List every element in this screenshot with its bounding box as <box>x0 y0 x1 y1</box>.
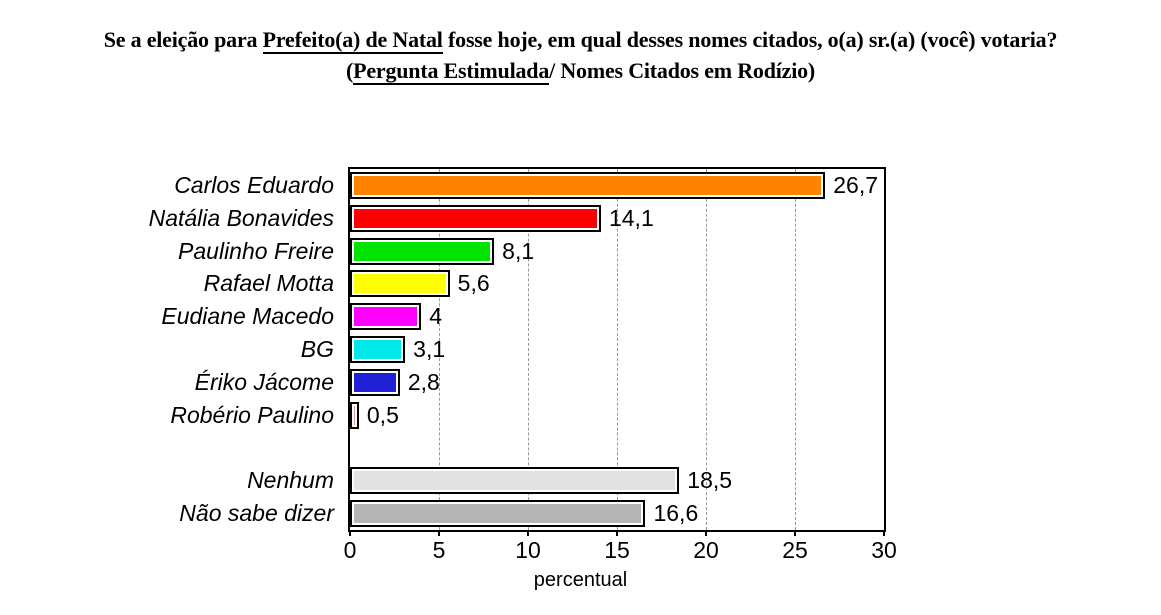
bar-fill <box>354 339 402 359</box>
chart-title-line1: Se a eleição para Prefeito(a) de Natal f… <box>0 24 1161 55</box>
x-tick-label: 20 <box>693 537 719 563</box>
bar-row: 18,5 <box>350 464 884 497</box>
bar <box>350 401 359 429</box>
bar <box>350 303 422 331</box>
bar-row: 2,8 <box>350 366 884 399</box>
x-tick-mark <box>526 532 529 536</box>
bar-fill <box>354 405 355 425</box>
gridline <box>706 169 707 530</box>
title-text: / Nomes Citados em Rodízio) <box>549 58 816 83</box>
category-label: Carlos Eduardo <box>174 171 334 198</box>
value-label: 14,1 <box>608 204 654 231</box>
category-label: Rafael Motta <box>203 270 334 297</box>
title-text: Se a eleição para <box>103 27 263 52</box>
gridline <box>528 169 529 530</box>
x-tick-label: 5 <box>432 537 446 563</box>
title-text: ( <box>345 58 354 83</box>
bar-fill <box>354 175 822 195</box>
bar-fill <box>354 504 642 524</box>
bar-fill <box>354 471 676 491</box>
bar <box>350 204 601 232</box>
bar-row: 4 <box>350 300 884 333</box>
category-label: Eudiane Macedo <box>161 303 334 330</box>
gridline <box>439 169 440 530</box>
bar-row: 0,5 <box>350 399 884 432</box>
plot-area: 26,7 14,1 8,1 5,6 4 3,1 2,8 0,5 18,5 16,6 <box>348 167 886 536</box>
bar-row: 14,1 <box>350 202 884 235</box>
x-tick-mark <box>704 532 707 536</box>
bar <box>350 368 400 396</box>
value-label: 18,5 <box>687 467 733 494</box>
category-label: Não sabe dizer <box>179 500 334 527</box>
category-label: Robério Paulino <box>170 401 334 428</box>
x-tick-mark <box>794 532 796 536</box>
bar <box>350 335 406 363</box>
x-tick-label: 0 <box>343 537 357 563</box>
category-label: Nenhum <box>247 467 334 494</box>
x-axis-label: percentual <box>533 569 628 591</box>
gridline <box>795 169 796 530</box>
gridline <box>617 169 618 530</box>
title-text: fosse hoje, em qual desses nomes citados… <box>442 27 1058 52</box>
x-tick-mark <box>437 532 440 536</box>
value-label: 5,6 <box>457 270 490 297</box>
value-label: 16,6 <box>653 500 699 527</box>
value-label: 2,8 <box>407 368 440 395</box>
x-tick-label: 15 <box>604 537 630 563</box>
spacer-row <box>350 432 884 465</box>
chart-title: Se a eleição para Prefeito(a) de Natal f… <box>0 24 1161 86</box>
bar <box>350 467 680 495</box>
bar-row: 26,7 <box>350 169 884 202</box>
bar <box>350 500 646 528</box>
value-label: 8,1 <box>502 237 535 264</box>
x-tick-mark <box>349 532 351 536</box>
bar-row: 5,6 <box>350 267 884 300</box>
value-label: 0,5 <box>366 401 399 428</box>
title-underlined-text: Prefeito(a) de Natal <box>262 27 443 54</box>
spacer-label-cell <box>0 432 334 465</box>
x-tick-mark <box>616 532 618 536</box>
category-label: BG <box>300 335 334 362</box>
value-label: 4 <box>429 303 442 330</box>
value-label: 3,1 <box>413 335 446 362</box>
title-underlined-text: Pergunta Estimulada <box>353 58 550 85</box>
bar-rows-container: 26,7 14,1 8,1 5,6 4 3,1 2,8 0,5 18,5 16,6 <box>350 169 884 530</box>
bar-fill <box>354 372 396 392</box>
bar <box>350 171 826 199</box>
x-tick-label: 30 <box>871 537 897 563</box>
category-label: Ériko Jácome <box>194 368 334 395</box>
bar <box>350 237 495 265</box>
chart-title-line2: (Pergunta Estimulada/ Nomes Citados em R… <box>0 55 1161 86</box>
bar-row: 3,1 <box>350 333 884 366</box>
bar-fill <box>354 274 446 294</box>
x-tick-label: 10 <box>515 537 541 563</box>
bar-fill <box>354 241 491 261</box>
bar-fill <box>354 307 418 327</box>
bar-row: 8,1 <box>350 235 884 268</box>
category-label: Natália Bonavides <box>148 204 334 231</box>
category-label-column: Carlos Eduardo Natália Bonavides Paulinho … <box>0 169 334 530</box>
bar-fill <box>354 208 597 228</box>
bar-row: 16,6 <box>350 497 884 530</box>
x-tick-label: 25 <box>782 537 808 563</box>
bar <box>350 270 450 298</box>
category-label: Paulinho Freire <box>178 237 334 264</box>
x-tick-mark <box>883 532 885 536</box>
value-label: 26,7 <box>833 171 879 198</box>
